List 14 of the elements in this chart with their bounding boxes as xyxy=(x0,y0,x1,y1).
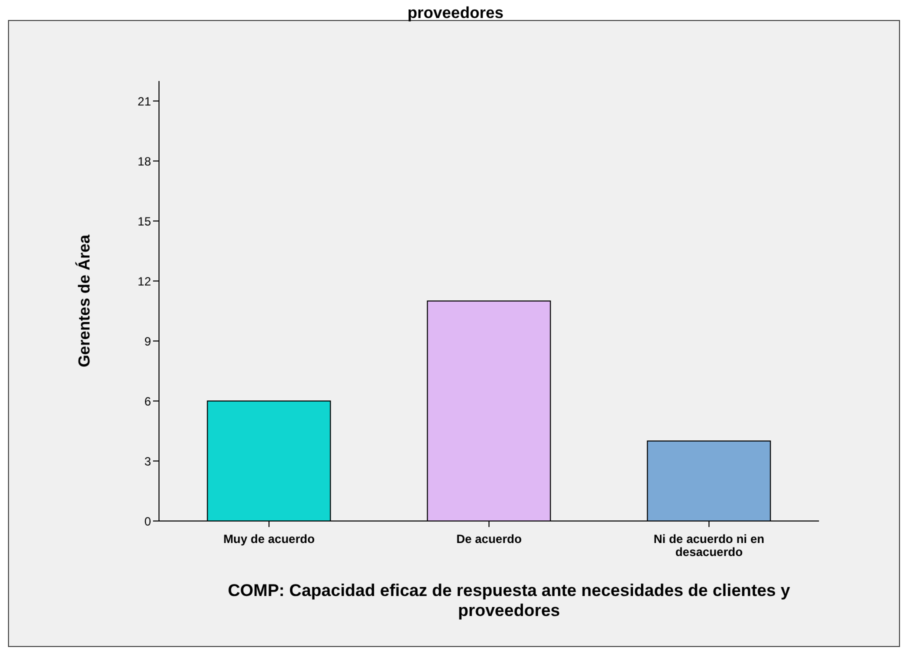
y-tick-label: 12 xyxy=(138,274,152,288)
y-tick-label: 0 xyxy=(144,514,152,528)
x-tick-label: Ni de acuerdo ni en desacuerdo xyxy=(654,532,764,559)
x-axis-title: COMP: Capacidad eficaz de respuesta ante necesidades de clientes y proveedores xyxy=(226,581,792,621)
chart-title: proveedores xyxy=(406,5,505,22)
y-tick-label: 9 xyxy=(144,334,152,348)
y-tick-label: 21 xyxy=(138,94,152,108)
y-tick-label: 18 xyxy=(138,154,152,168)
y-tick-label: 3 xyxy=(144,454,152,468)
y-tick-label: 6 xyxy=(144,394,152,408)
x-tick-label: Muy de acuerdo xyxy=(223,532,315,546)
y-tick-label: 15 xyxy=(138,214,152,228)
x-tick-label: De acuerdo xyxy=(456,532,522,546)
y-axis-title: Gerentes de Área xyxy=(74,234,94,368)
